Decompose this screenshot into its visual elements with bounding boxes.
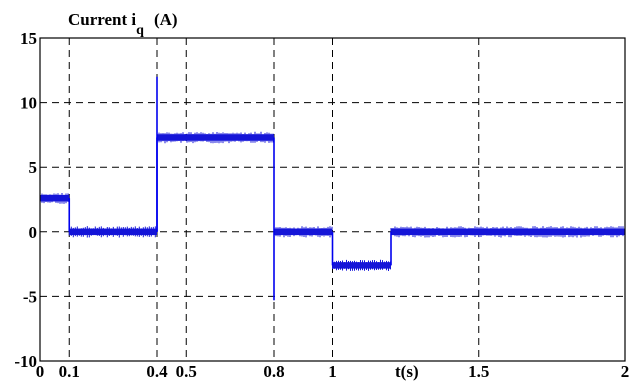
signal-segment-5 (391, 228, 625, 236)
x-tick-label: 0.4 (146, 362, 168, 381)
y-tick-label: 0 (29, 223, 38, 242)
title-unit: (A) (154, 10, 178, 29)
title-subscript: q (136, 23, 144, 38)
x-tick-label: 1 (328, 362, 337, 381)
y-tick-label: 5 (29, 158, 38, 177)
y-tick-label: -5 (23, 287, 37, 306)
x-tick-label: 0.5 (176, 362, 197, 381)
signal-segment-3 (274, 228, 333, 236)
chart-title: Current iq (A) (68, 10, 178, 38)
x-tick-label: 1.5 (468, 362, 489, 381)
series-current-iq (39, 76, 626, 301)
x-tick-labels: 0 0.1 0.4 0.5 0.8 1 1.5 2 (36, 362, 630, 381)
plot-frame (39, 37, 626, 362)
x-tick-label: 0.1 (59, 362, 80, 381)
y-tick-label: 10 (20, 94, 37, 113)
signal-segment-0 (40, 194, 70, 202)
signal-noise-0 (39, 193, 69, 204)
title-text: Current i (68, 10, 136, 29)
y-tick-label: 15 (20, 29, 37, 48)
y-tick-label: -10 (14, 352, 37, 371)
grid-lines (40, 38, 625, 361)
x-tick-label: 0 (36, 362, 45, 381)
x-axis-label: t(s) (395, 362, 419, 381)
x-tick-label: 0.8 (263, 362, 284, 381)
y-tick-labels: -10 -5 0 5 10 15 (14, 29, 37, 371)
x-tick-label: 2 (621, 362, 630, 381)
signal-segment-4 (332, 262, 391, 269)
